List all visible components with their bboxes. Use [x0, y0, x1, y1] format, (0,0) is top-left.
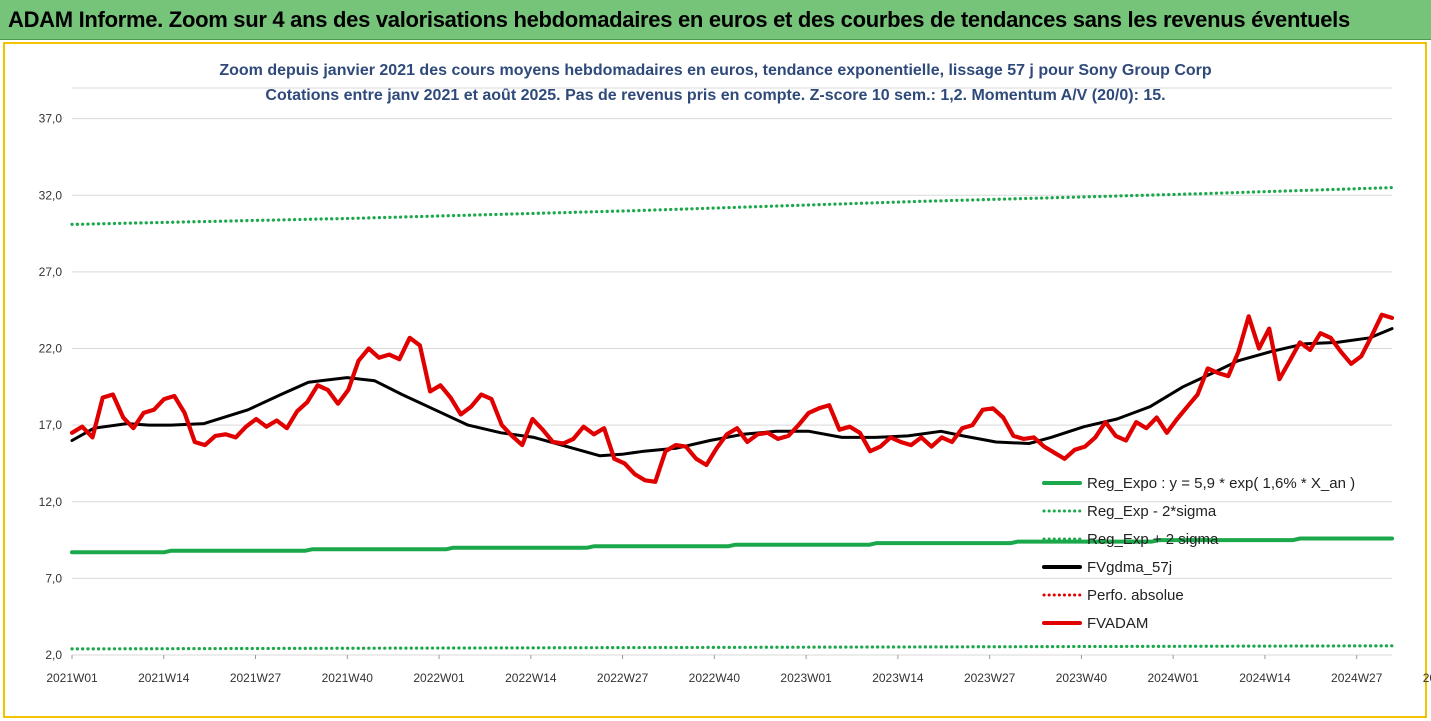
legend-label: Reg_Exp - 2*sigma — [1087, 503, 1217, 520]
x-tick-label: 2021W01 — [46, 671, 98, 685]
x-tick-label: 2022W40 — [689, 671, 741, 685]
x-tick-label: 2023W01 — [780, 671, 832, 685]
x-tick-label: 2021W14 — [138, 671, 190, 685]
x-tick-label: 2022W01 — [413, 671, 465, 685]
y-tick-label: 2,0 — [45, 648, 62, 662]
series-line-1 — [70, 644, 1394, 651]
series-line-2 — [70, 186, 1394, 226]
x-tick-label: 2023W40 — [1056, 671, 1108, 685]
y-tick-label: 32,0 — [39, 188, 63, 202]
x-tick-label: 2022W14 — [505, 671, 557, 685]
x-tick-label: 2021W40 — [322, 671, 374, 685]
legend-label: Perfo. absolue — [1087, 587, 1184, 604]
chart-frame — [3, 42, 1427, 718]
y-tick-label: 27,0 — [39, 265, 63, 279]
x-tick-label: 2024W14 — [1239, 671, 1291, 685]
chart-subtitle: Cotations entre janv 2021 et août 2025. … — [265, 87, 1166, 104]
y-tick-label: 37,0 — [39, 112, 63, 126]
y-tick-label: 12,0 — [39, 495, 63, 509]
report-banner: ADAM Informe. Zoom sur 4 ans des valoris… — [0, 0, 1431, 40]
legend-label: FVgdma_57j — [1087, 559, 1172, 576]
x-tick-label: 2024W27 — [1331, 671, 1383, 685]
x-tick-label: 2024W01 — [1147, 671, 1199, 685]
legend-label: Reg_Expo : y = 5,9 * exp( 1,6% * X_an ) — [1087, 475, 1355, 492]
x-tick-label: 2021W27 — [230, 671, 282, 685]
report-title: ADAM Informe. Zoom sur 4 ans des valoris… — [8, 7, 1350, 32]
chart-title: Zoom depuis janvier 2021 des cours moyen… — [219, 62, 1212, 79]
x-tick-label: 2023W27 — [964, 671, 1016, 685]
series-line-5 — [69, 312, 1395, 484]
x-tick-label: 2022W27 — [597, 671, 649, 685]
y-tick-label: 7,0 — [45, 571, 62, 585]
y-tick-label: 17,0 — [39, 418, 63, 432]
y-tick-label: 22,0 — [39, 342, 63, 356]
series-line-3 — [70, 327, 1394, 458]
series-line-0 — [70, 536, 1394, 555]
x-tick-label: 2023W14 — [872, 671, 924, 685]
legend-label: FVADAM — [1087, 615, 1148, 632]
x-tick-label: 2024W40 — [1423, 671, 1431, 685]
legend-label: Reg_Exp + 2 sigma — [1087, 531, 1219, 548]
